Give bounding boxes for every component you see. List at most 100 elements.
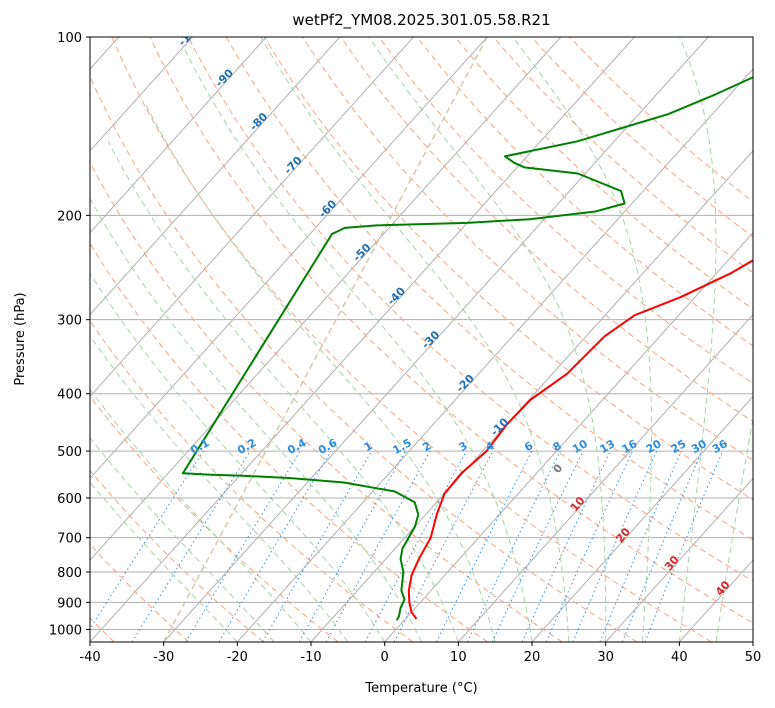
- temperature-series-line: [407, 259, 753, 620]
- mixing-ratio-line: [621, 450, 703, 642]
- mixing-ratio-line: [90, 450, 204, 630]
- sounding-profiles: [181, 76, 753, 621]
- isotherm-line: [90, 37, 193, 152]
- mixing-ratio-line: [521, 450, 611, 642]
- isotherm-line: [236, 68, 753, 642]
- y-tick-label: 300: [57, 314, 82, 329]
- isotherm-line: [310, 150, 753, 642]
- y-tick-label: 1000: [49, 623, 82, 638]
- x-tick-label: -40: [79, 650, 100, 665]
- moist-adiabat-line: [90, 334, 349, 642]
- mixing-ratio-line: [185, 450, 301, 642]
- isotherm-line: [90, 37, 488, 480]
- moist-adiabat-label: 20: [613, 525, 633, 545]
- y-tick-label: 900: [57, 596, 82, 611]
- y-tick-label: 100: [57, 31, 82, 46]
- mixing-ratio-line: [131, 450, 251, 642]
- x-tick-label: 0: [381, 650, 389, 665]
- isotherm-line: [605, 477, 753, 642]
- y-axis-title: Pressure (hPa): [13, 292, 28, 385]
- isotherm-line: [90, 37, 267, 234]
- moist-adiabat-line: [512, 37, 653, 642]
- mixing-ratio-line: [491, 450, 584, 642]
- dry-adiabat-line: [149, 37, 753, 624]
- dry-adiabat-line: [531, 37, 753, 238]
- dry-adiabat-line: [90, 161, 563, 642]
- y-tick-label: 700: [57, 532, 82, 547]
- moist-adiabat-line: [184, 49, 533, 642]
- dry-adiabat-line: [454, 37, 753, 310]
- axis-ticks: -40 -30 -20 -10 0 10 20 30 40 5010020030040050060…: [49, 31, 761, 665]
- mixing-ratio-line: [572, 450, 658, 642]
- isotherm-line: [752, 641, 753, 642]
- plot-frame: [89, 36, 754, 643]
- isotherm-line: [678, 559, 753, 642]
- moist-adiabat-line: [260, 37, 570, 642]
- isotherm-label: -50: [350, 241, 373, 264]
- dewpoint-series-line: [181, 76, 753, 621]
- moist-adiabat-line: [678, 37, 717, 642]
- mixing-ratio-label: 10: [570, 437, 590, 456]
- mixing-ratio-label: 30: [689, 437, 709, 456]
- isotherm-line: [531, 395, 753, 642]
- x-tick-label: 20: [524, 650, 541, 665]
- mixing-ratio-label: 3: [457, 439, 470, 454]
- dry-adiabat-line: [90, 469, 264, 642]
- mixing-ratio-label: 0.1: [188, 436, 211, 457]
- isotherm-label: -30: [419, 328, 442, 351]
- x-tick-label: 10: [450, 650, 467, 665]
- mixing-ratio-label: 1: [362, 439, 375, 454]
- mixing-ratio-label: 0.6: [316, 436, 340, 457]
- isotherm-label: -20: [454, 372, 477, 395]
- mixing-ratio-label: 13: [598, 437, 618, 456]
- y-tick-label: 600: [57, 492, 82, 507]
- isotherm-line: [384, 232, 753, 642]
- moist-adiabat-line: [368, 37, 607, 642]
- x-tick-label: -30: [153, 650, 174, 665]
- background-lines: [90, 37, 753, 642]
- dry-adiabat-line: [111, 37, 712, 642]
- moist-adiabat-line: [90, 437, 275, 642]
- moist-adiabat-line: [90, 481, 238, 642]
- isotherm-label: -90: [213, 66, 236, 89]
- x-tick-label: -10: [300, 650, 321, 665]
- moist-adiabat-label: 0: [551, 461, 566, 475]
- mixing-ratio-line: [599, 450, 682, 642]
- moist-adiabat-line: [90, 197, 422, 642]
- moist-adiabat-line: [90, 272, 386, 642]
- moist-adiabat-line: [90, 388, 312, 642]
- x-tick-label: 40: [671, 650, 688, 665]
- moist-adiabat-line: [715, 415, 753, 642]
- isotherm-label: -60: [316, 197, 339, 220]
- mixing-ratio-label: 8: [551, 439, 564, 454]
- x-tick-label: 30: [597, 650, 614, 665]
- mixing-ratio-label: 0.4: [285, 436, 309, 457]
- moist-adiabat-label: 30: [662, 553, 682, 573]
- y-tick-label: 400: [57, 388, 82, 403]
- moist-adiabat-label: 10: [568, 494, 588, 514]
- y-tick-label: 800: [57, 566, 82, 581]
- mixing-ratio-label: 1.5: [390, 436, 413, 457]
- x-axis-title: Temperature (°C): [364, 681, 477, 696]
- moist-adiabat-label: 40: [713, 578, 733, 598]
- chart-title: wetPf2_YM08.2025.301.05.58.R21: [292, 11, 550, 30]
- mixing-ratio-line: [644, 450, 724, 642]
- dry-adiabat-line: [90, 543, 190, 642]
- y-tick-label: 200: [57, 209, 82, 224]
- mixing-ratio-line: [325, 450, 431, 642]
- dry-adiabat-line: [90, 395, 339, 642]
- reference-curve: [163, 37, 488, 642]
- isotherm-label: -40: [385, 284, 408, 307]
- moist-adiabat-line: [752, 638, 753, 642]
- x-tick-label: 50: [745, 650, 762, 665]
- mixing-ratio-label: 25: [669, 437, 689, 456]
- dry-adiabat-line: [90, 242, 488, 642]
- x-tick-label: -20: [227, 650, 248, 665]
- dry-adiabat-line: [225, 37, 753, 541]
- mixing-ratio-line: [364, 450, 467, 642]
- mixing-ratio-label: 16: [620, 437, 640, 456]
- isotherm-label: -10: [488, 415, 511, 438]
- isotherm-label: -70: [282, 154, 305, 177]
- isotherm-line: [90, 37, 635, 642]
